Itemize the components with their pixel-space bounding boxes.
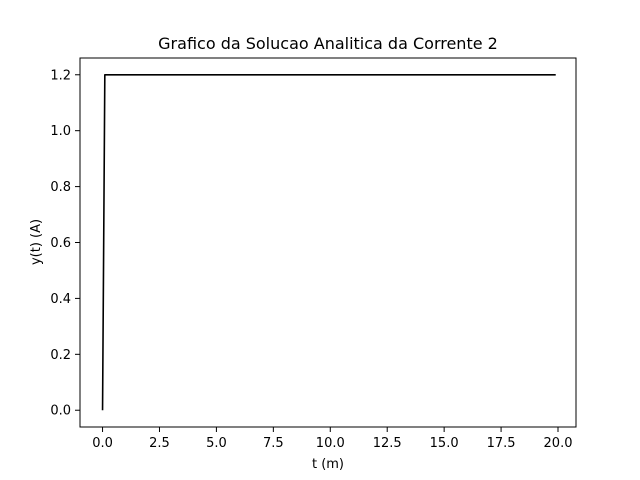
plot-area — [79, 57, 577, 428]
y-tick-label: 0.6 — [50, 236, 71, 251]
x-tick-label: 0.0 — [92, 436, 113, 451]
x-tick-label: 7.5 — [263, 436, 284, 451]
x-tick-label: 12.5 — [373, 436, 402, 451]
y-tick-label: 0.2 — [50, 348, 71, 363]
x-tick-label: 2.5 — [149, 436, 170, 451]
series-layer — [101, 73, 556, 411]
x-tick-label: 5.0 — [206, 436, 227, 451]
y-axis-ticks: 0.0 0.2 0.4 0.6 0.8 1.0 1.2 — [50, 68, 80, 419]
x-tick-label: 17.5 — [487, 436, 516, 451]
y-tick-label: 1.0 — [50, 124, 71, 139]
y-tick-label: 1.2 — [50, 68, 71, 83]
y-tick-label: 0.8 — [50, 180, 71, 195]
y-axis-label: y(t) (A) — [29, 219, 44, 265]
series-line — [101, 73, 556, 411]
y-tick-label: 0.0 — [50, 404, 71, 419]
y-tick-label: 0.4 — [50, 292, 71, 307]
x-tick-label: 10.0 — [316, 436, 345, 451]
x-tick-label: 15.0 — [430, 436, 459, 451]
chart-title: Grafico da Solucao Analitica da Corrente… — [158, 34, 498, 53]
x-axis-label: t (m) — [312, 457, 344, 472]
x-axis-ticks: 0.0 2.5 5.0 7.5 10.0 12.5 15.0 17.5 20.0 — [92, 427, 572, 451]
x-tick-label: 20.0 — [544, 436, 573, 451]
